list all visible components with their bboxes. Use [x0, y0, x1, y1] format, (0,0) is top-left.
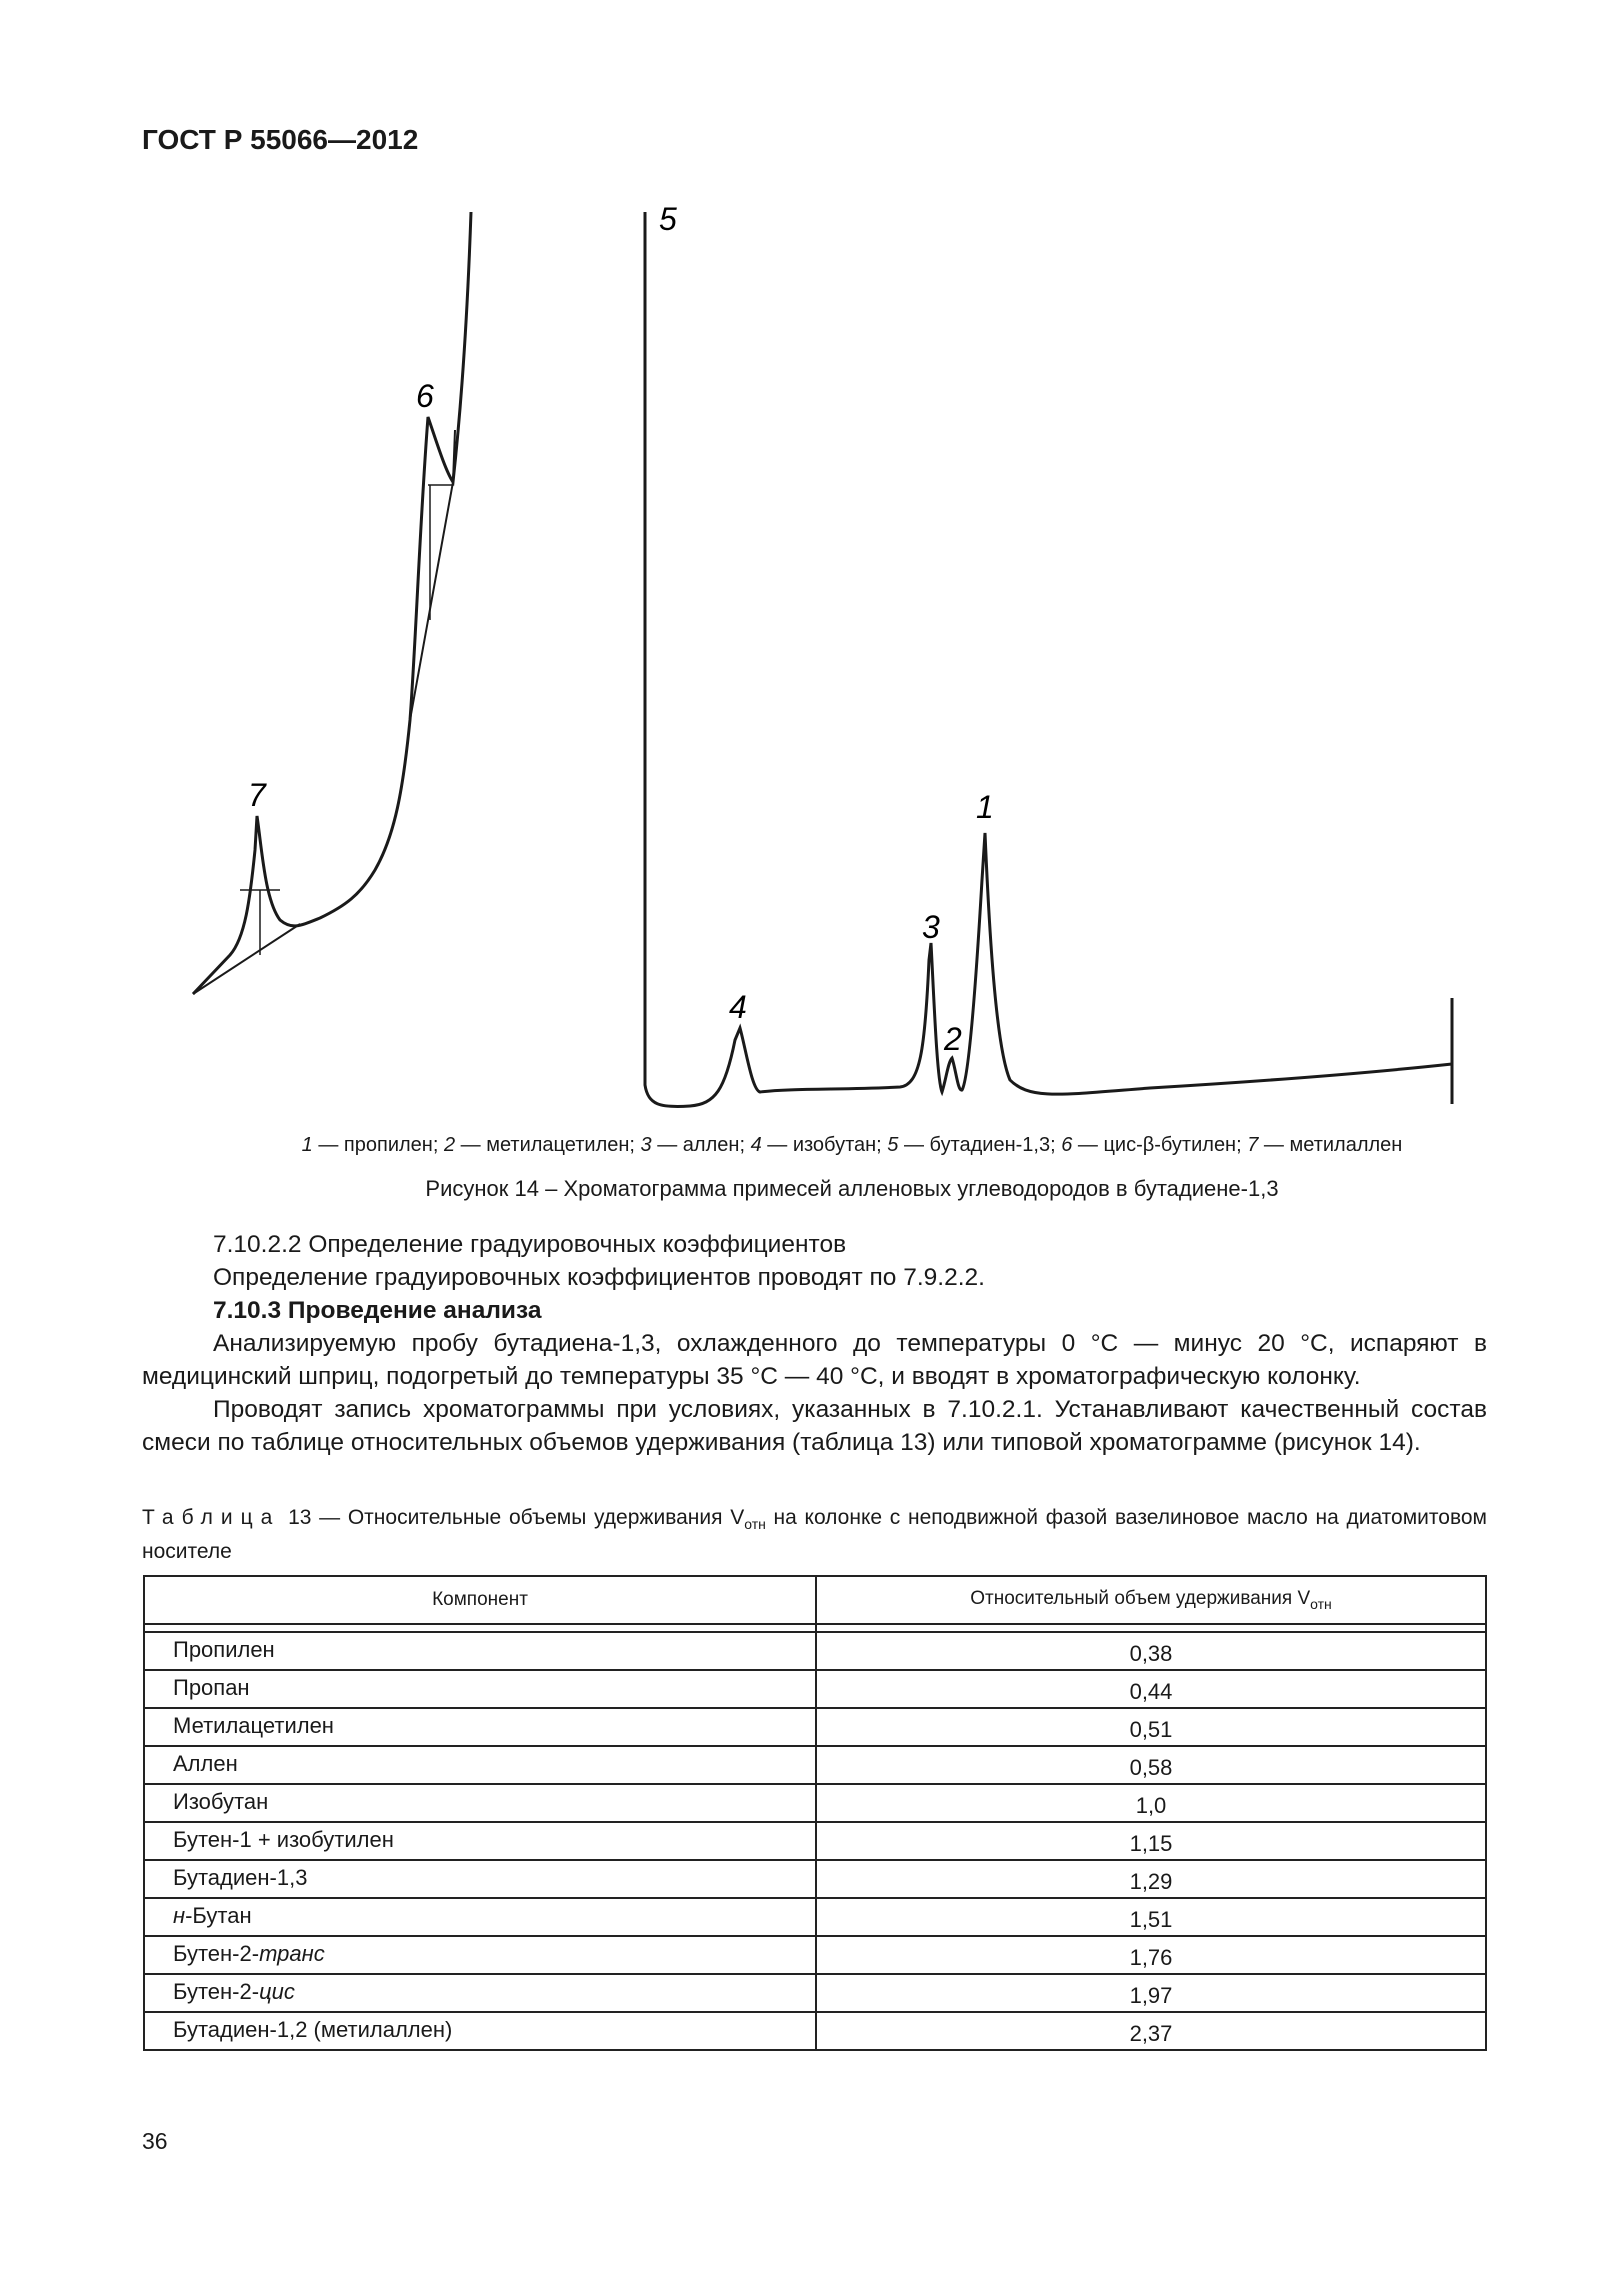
- table-row: Метилацетилен 0,51: [143, 1707, 1487, 1747]
- peak-label-7: 7: [248, 777, 267, 813]
- table-row: Изобутан 1,0: [143, 1783, 1487, 1823]
- component-name: Пропилен: [143, 1631, 817, 1671]
- section-heading-7-10-3: 7.10.3 Проведение анализа: [213, 1297, 542, 1324]
- paragraph: Проводят запись хроматограммы при услови…: [142, 1396, 1487, 1456]
- component-name: Метилацетилен: [143, 1707, 817, 1747]
- legend-item: 5 — бутадиен-1,3;: [887, 1134, 1062, 1156]
- drop-line-6: [428, 484, 453, 620]
- figure-caption: Рисунок 14 – Хроматограмма примесей алле…: [425, 1176, 1279, 1201]
- component-name: Бутадиен-1,3: [143, 1859, 817, 1899]
- retention-value: 0,38: [815, 1631, 1487, 1671]
- retention-value: 1,51: [815, 1897, 1487, 1937]
- legend-item: 2 — метилацетилен;: [443, 1134, 641, 1156]
- component-name: н-Бутан: [143, 1897, 817, 1937]
- document-header: ГОСТ Р 55066—2012: [142, 124, 419, 155]
- table-row: Бутен-1 + изобутилен 1,15: [143, 1821, 1487, 1861]
- legend-item: 1 — пропилен;: [301, 1134, 444, 1156]
- component-name: Бутадиен-1,2 (метилаллен): [143, 2011, 817, 2051]
- table-row: Бутен-2-цис 1,97: [143, 1973, 1487, 2013]
- table-row: Аллен 0,58: [143, 1745, 1487, 1785]
- drop-line-7: [240, 889, 280, 955]
- paragraph: Определение градуировочных коэффициентов…: [213, 1264, 985, 1291]
- component-name: Изобутан: [143, 1783, 817, 1823]
- component-name: Пропан: [143, 1669, 817, 1709]
- peak-label-2: 2: [943, 1021, 962, 1057]
- retention-value: 1,0: [815, 1783, 1487, 1823]
- paragraph-heading-7-10-2-2: 7.10.2.2 Определение градуировочных коэф…: [213, 1231, 847, 1258]
- retention-value: 1,29: [815, 1859, 1487, 1899]
- table-row: Бутадиен-1,3 1,29: [143, 1859, 1487, 1899]
- right-trace: [643, 212, 1453, 1108]
- component-name: Бутен-1 + изобутилен: [143, 1821, 817, 1861]
- peak-label-6: 6: [416, 378, 434, 414]
- legend-item: 6 — цис-β-бутилен;: [1061, 1134, 1248, 1156]
- baseline-6: [409, 429, 456, 721]
- retention-value: 1,15: [815, 1821, 1487, 1861]
- chromatogram-figure: 5 6 7 1 3 2 4: [191, 201, 1454, 1108]
- column-header-volume: Относительный объем удерживания Vотн: [815, 1575, 1487, 1625]
- table-row: н-Бутан 1,51: [143, 1897, 1487, 1937]
- retention-value: 0,44: [815, 1669, 1487, 1709]
- figure-legend: 1 — пропилен; 2 — метилацетилен; 3 — алл…: [0, 1134, 1614, 1157]
- page-number: 36: [142, 2128, 168, 2154]
- column-header-component: Компонент: [143, 1575, 817, 1625]
- peak-label-1: 1: [976, 789, 994, 825]
- table-row: Бутен-2-транс 1,76: [143, 1935, 1487, 1975]
- retention-value: 0,51: [815, 1707, 1487, 1747]
- peak-label-3: 3: [922, 909, 940, 945]
- body-text: 7.10.2.2 Определение градуировочных коэф…: [142, 1228, 1487, 1459]
- component-name: Бутен-2-цис: [143, 1973, 817, 2013]
- table-caption: Таблица 13 — Относительные объемы удержи…: [142, 1506, 1487, 1564]
- table-row: Пропан 0,44: [143, 1669, 1487, 1709]
- retention-value: 1,76: [815, 1935, 1487, 1975]
- table-row: Пропилен 0,38: [143, 1631, 1487, 1671]
- legend-item: 7 — метилаллен: [1247, 1134, 1403, 1156]
- retention-table: Компонент Относительный объем удерживани…: [143, 1575, 1487, 2051]
- retention-value: 2,37: [815, 2011, 1487, 2051]
- retention-value: 1,97: [815, 1973, 1487, 2013]
- table-row: Бутадиен-1,2 (метилаллен) 2,37: [143, 2011, 1487, 2051]
- paragraph: Анализируемую пробу бутадиена-1,3, охлаж…: [142, 1330, 1487, 1390]
- component-name: Аллен: [143, 1745, 817, 1785]
- peak-label-5: 5: [659, 201, 677, 237]
- component-name: Бутен-2-транс: [143, 1935, 817, 1975]
- legend-item: 3 — аллен;: [640, 1134, 751, 1156]
- left-baseline-7: [192, 923, 301, 995]
- retention-value: 0,58: [815, 1745, 1487, 1785]
- peak-label-4: 4: [729, 989, 747, 1025]
- legend-item: 4 — изобутан;: [750, 1134, 888, 1156]
